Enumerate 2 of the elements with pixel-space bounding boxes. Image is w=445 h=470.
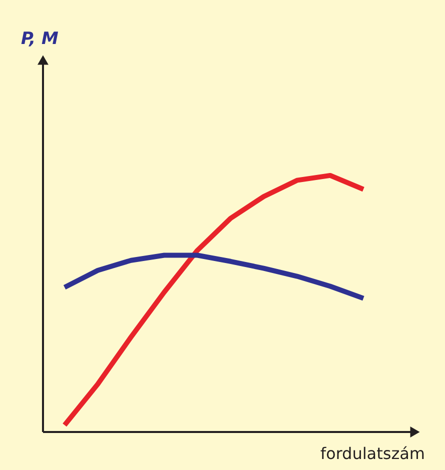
text: P, M (21, 29, 58, 49)
x-axis-title: fordulatszám (320, 444, 425, 463)
